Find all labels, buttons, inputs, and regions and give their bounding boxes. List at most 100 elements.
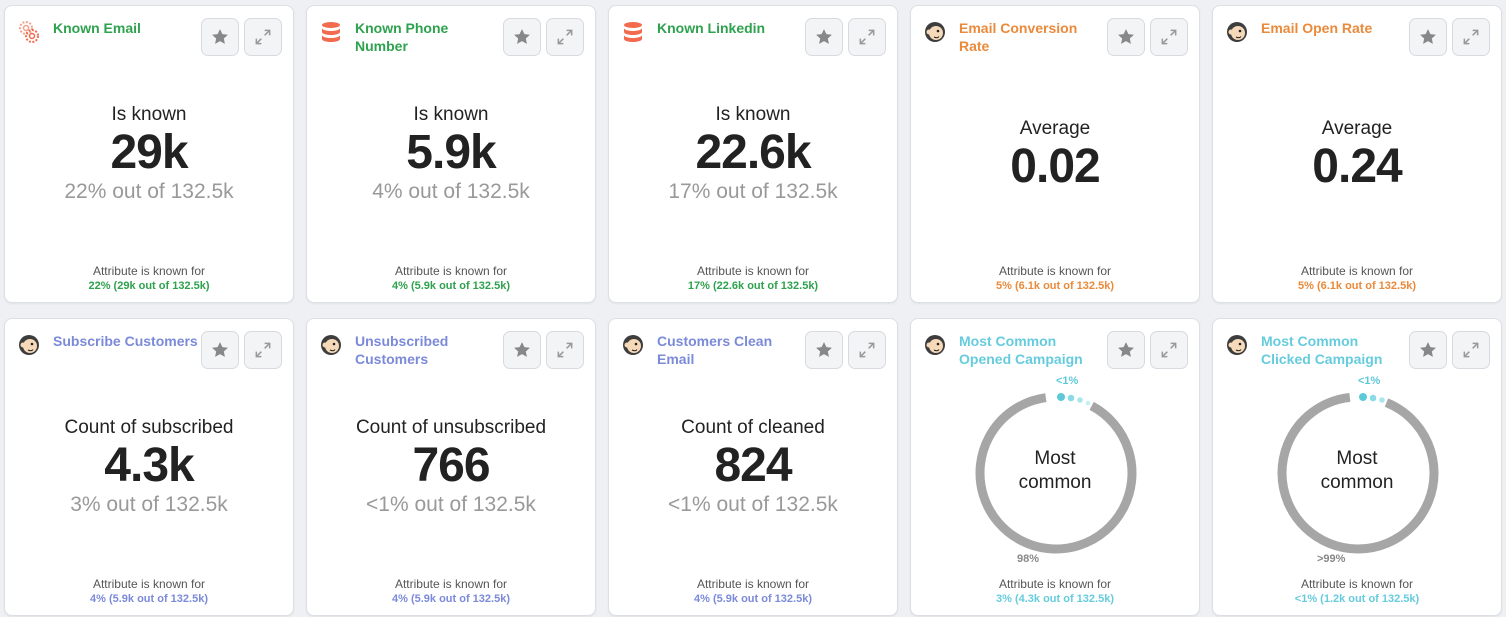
expand-button[interactable]	[1150, 18, 1188, 56]
footer-label: Attribute is known for	[998, 264, 1112, 278]
favorite-button[interactable]	[1409, 18, 1447, 56]
card-footer: Attribute is known for 5% (6.1k out of 1…	[1213, 264, 1501, 294]
card-known-email: Known Email Is known 29k 22% out of 132.…	[4, 5, 294, 303]
expand-button[interactable]	[848, 18, 886, 56]
metric-block: Is known 22.6k 17% out of 132.5k	[609, 104, 897, 204]
expand-icon	[557, 29, 573, 45]
footer-label: Attribute is known for	[998, 577, 1112, 591]
metric-value: 22.6k	[695, 126, 811, 179]
favorite-button[interactable]	[201, 331, 239, 369]
expand-icon	[557, 342, 573, 358]
card-title: Known Linkedin	[657, 20, 766, 36]
expand-button[interactable]	[1150, 331, 1188, 369]
card-footer: Attribute is known for 3% (4.3k out of 1…	[911, 577, 1199, 607]
metric-label: Average	[1321, 118, 1393, 139]
metric-block: Average 0.24	[1213, 118, 1501, 194]
footer-label: Attribute is known for	[696, 264, 810, 278]
expand-button[interactable]	[546, 331, 584, 369]
card-header: Customers Clean Email	[621, 331, 889, 371]
metric-subtext: <1% out of 132.5k	[366, 493, 536, 516]
expand-icon	[255, 29, 271, 45]
donut-svg	[975, 392, 1137, 554]
card-footer: Attribute is known for 4% (5.9k out of 1…	[307, 264, 595, 294]
favorite-button[interactable]	[201, 18, 239, 56]
footer-label: Attribute is known for	[92, 264, 206, 278]
favorite-button[interactable]	[805, 18, 843, 56]
footer-value: 4% (5.9k out of 132.5k)	[392, 280, 510, 292]
metric-label: Is known	[413, 104, 489, 125]
mailchimp-icon	[1227, 335, 1247, 355]
footer-value: <1% (1.2k out of 132.5k)	[1294, 593, 1420, 605]
expand-icon	[255, 342, 271, 358]
card-header: Email Conversion Rate	[923, 18, 1191, 58]
card-email-conversion-rate: Email Conversion Rate Average 0.02 Attri…	[910, 5, 1200, 303]
metric-block: Is known 5.9k 4% out of 132.5k	[307, 104, 595, 204]
footer-value: 4% (5.9k out of 132.5k)	[392, 593, 510, 605]
favorite-button[interactable]	[503, 331, 541, 369]
expand-button[interactable]	[244, 18, 282, 56]
expand-icon	[859, 29, 875, 45]
metric-value: 4.3k	[104, 439, 194, 492]
favorite-button[interactable]	[1107, 18, 1145, 56]
donut-dot	[1077, 397, 1083, 403]
card-subscribe-customers: Subscribe Customers Count of subscribed …	[4, 318, 294, 616]
metric-block: Average 0.02	[911, 118, 1199, 194]
expand-button[interactable]	[546, 18, 584, 56]
footer-label: Attribute is known for	[1300, 264, 1414, 278]
metric-subtext: <1% out of 132.5k	[668, 493, 838, 516]
mailchimp-icon	[19, 335, 39, 355]
expand-button[interactable]	[848, 331, 886, 369]
footer-value: 5% (6.1k out of 132.5k)	[996, 280, 1114, 292]
favorite-button[interactable]	[1107, 331, 1145, 369]
star-icon	[816, 29, 832, 44]
metric-value: 766	[412, 439, 490, 492]
expand-button[interactable]	[1452, 18, 1490, 56]
star-icon	[816, 342, 832, 357]
favorite-button[interactable]	[1409, 331, 1447, 369]
footer-label: Attribute is known for	[394, 577, 508, 591]
metric-subtext: 4% out of 132.5k	[372, 180, 530, 203]
mailchimp-icon	[925, 22, 945, 42]
metric-label: Count of subscribed	[64, 417, 234, 438]
expand-icon	[1161, 29, 1177, 45]
donut-center-line: Most	[1034, 448, 1076, 469]
donut-svg	[1277, 392, 1439, 554]
metric-subtext: 22% out of 132.5k	[64, 180, 234, 203]
card-title: Email Conversion Rate	[959, 20, 1078, 54]
card-title: Most Common Clicked Campaign	[1261, 333, 1383, 367]
donut-dot	[1379, 397, 1385, 403]
donut-dot	[1067, 394, 1075, 402]
metric-value: 5.9k	[406, 126, 496, 179]
card-footer: Attribute is known for 4% (5.9k out of 1…	[609, 577, 897, 607]
footer-value: 17% (22.6k out of 132.5k)	[687, 280, 819, 292]
favorite-button[interactable]	[805, 331, 843, 369]
star-icon	[1420, 29, 1436, 44]
card-footer: Attribute is known for 17% (22.6k out of…	[609, 264, 897, 294]
star-icon	[1118, 342, 1134, 357]
expand-button[interactable]	[244, 331, 282, 369]
card-known-linkedin: Known Linkedin Is known 22.6k 17% out of…	[608, 5, 898, 303]
card-footer: Attribute is known for 5% (6.1k out of 1…	[911, 264, 1199, 294]
star-icon	[514, 29, 530, 44]
favorite-button[interactable]	[503, 18, 541, 56]
donut-center-line: common	[1018, 472, 1092, 493]
metric-value: 824	[714, 439, 792, 492]
card-header: Most Common Clicked Campaign	[1225, 331, 1493, 371]
card-header: Most Common Opened Campaign	[923, 331, 1191, 371]
card-customers-clean-email: Customers Clean Email Count of cleaned 8…	[608, 318, 898, 616]
donut-dot	[1359, 393, 1367, 401]
card-footer: Attribute is known for 22% (29k out of 1…	[5, 264, 293, 294]
card-title: Unsubscribed Customers	[355, 333, 449, 367]
database-icon	[624, 22, 642, 42]
card-header: Subscribe Customers	[17, 331, 285, 371]
metric-value: 29k	[110, 126, 188, 179]
expand-button[interactable]	[1452, 331, 1490, 369]
metric-subtext: 17% out of 132.5k	[668, 180, 838, 203]
footer-label: Attribute is known for	[394, 264, 508, 278]
metric-subtext: 3% out of 132.5k	[70, 493, 228, 516]
footer-label: Attribute is known for	[696, 577, 810, 591]
settings-cogs-icon	[19, 21, 39, 43]
donut-bottom-label: 98%	[1017, 553, 1040, 565]
mailchimp-icon	[623, 335, 643, 355]
donut-top-label: <1%	[1358, 375, 1381, 387]
